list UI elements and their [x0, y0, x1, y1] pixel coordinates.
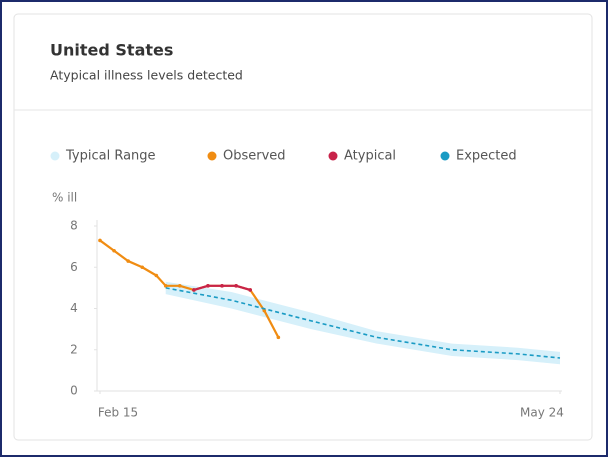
point [98, 238, 102, 243]
point [163, 284, 168, 288]
y-axis-label: % ill [52, 191, 77, 205]
typical-range-band [165, 281, 560, 365]
legend-label: Atypical [344, 149, 396, 164]
legend-swatch [207, 151, 217, 161]
point [154, 273, 159, 278]
y-tick-label: 2 [70, 342, 78, 356]
y-tick-label: 8 [70, 219, 78, 233]
chart-title: United States [50, 41, 173, 60]
legend-swatch [50, 151, 60, 161]
legend-label: Expected [456, 149, 517, 164]
legend-label: Typical Range [65, 149, 156, 164]
point [177, 284, 182, 288]
point [192, 288, 196, 292]
y-tick-label: 0 [70, 384, 78, 398]
point [140, 265, 145, 270]
y-tick-label: 4 [70, 301, 78, 315]
point [126, 259, 130, 263]
y-tick-label: 6 [70, 260, 78, 274]
point [206, 284, 210, 288]
series-line [165, 287, 561, 359]
legend-swatch [440, 151, 450, 161]
point [112, 248, 116, 253]
point [276, 335, 281, 340]
point [248, 288, 253, 292]
x-tick-label: Feb 15 [98, 406, 138, 420]
legend-label: Observed [223, 149, 286, 164]
legend-swatch [328, 151, 338, 161]
x-tick-label: May 24 [520, 406, 564, 420]
point [220, 284, 224, 288]
chart-subtitle: Atypical illness levels detected [50, 68, 243, 83]
point [234, 284, 238, 288]
card [13, 13, 593, 441]
